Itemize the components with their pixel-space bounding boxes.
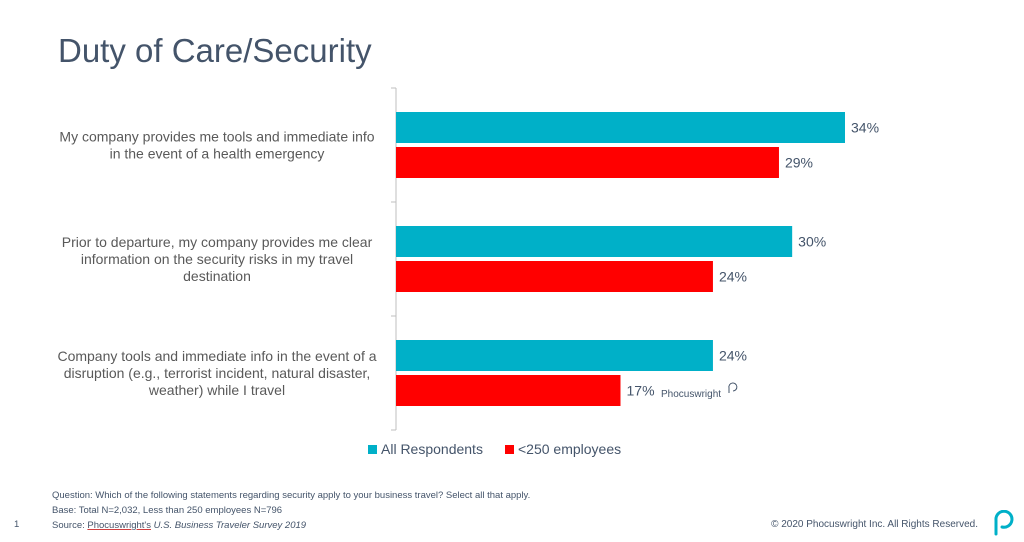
category-label: weather) while I travel [148, 382, 285, 398]
watermark-logo-icon [728, 382, 738, 393]
category-label: information on the security risks in my … [81, 251, 353, 267]
data-label: 34% [851, 120, 879, 136]
bar-under-250-2 [396, 375, 621, 406]
footnote-base: Base: Total N=2,032, Less than 250 emplo… [52, 505, 283, 516]
data-label: 24% [719, 269, 747, 285]
phocuswright-logo-icon [994, 510, 1014, 536]
copyright-text: © 2020 Phocuswright Inc. All Rights Rese… [771, 519, 978, 530]
page-title: Duty of Care/Security [58, 32, 372, 69]
bar-chart: 34% 29% My company provides me tools and i… [57, 87, 879, 457]
bar-all-respondents-0 [396, 112, 845, 143]
legend-label: All Respondents [381, 441, 483, 457]
category-label: disruption (e.g., terrorist incident, na… [64, 365, 371, 381]
bar-all-respondents-1 [396, 226, 793, 257]
data-label: 24% [719, 348, 747, 364]
category-label: in the event of a health emergency [110, 146, 325, 162]
page-number: 1 [14, 519, 20, 530]
watermark-text: Phocuswright [661, 389, 721, 400]
category-label: Prior to departure, my company provides … [62, 234, 373, 250]
bar-under-250-0 [396, 147, 779, 178]
source-title: U.S. Business Traveler Survey 2019 [150, 520, 307, 531]
footnote-question: Question: Which of the following stateme… [52, 490, 531, 501]
legend-label: <250 employees [518, 441, 621, 457]
footnote-source: Source: Phocuswright's U.S. Business Tra… [52, 520, 306, 531]
category-label: My company provides me tools and immedia… [59, 129, 374, 145]
legend-swatch [368, 445, 377, 454]
data-label: 29% [785, 155, 813, 171]
source-brand: Phocuswright's [87, 520, 151, 531]
data-label: 30% [798, 234, 826, 250]
legend-swatch [505, 445, 514, 454]
source-prefix: Source: [52, 520, 88, 531]
data-label: 17% [627, 383, 655, 399]
category-label: destination [183, 268, 251, 284]
bar-all-respondents-2 [396, 340, 713, 371]
category-label: Company tools and immediate info in the … [57, 348, 376, 364]
bar-under-250-1 [396, 261, 713, 292]
